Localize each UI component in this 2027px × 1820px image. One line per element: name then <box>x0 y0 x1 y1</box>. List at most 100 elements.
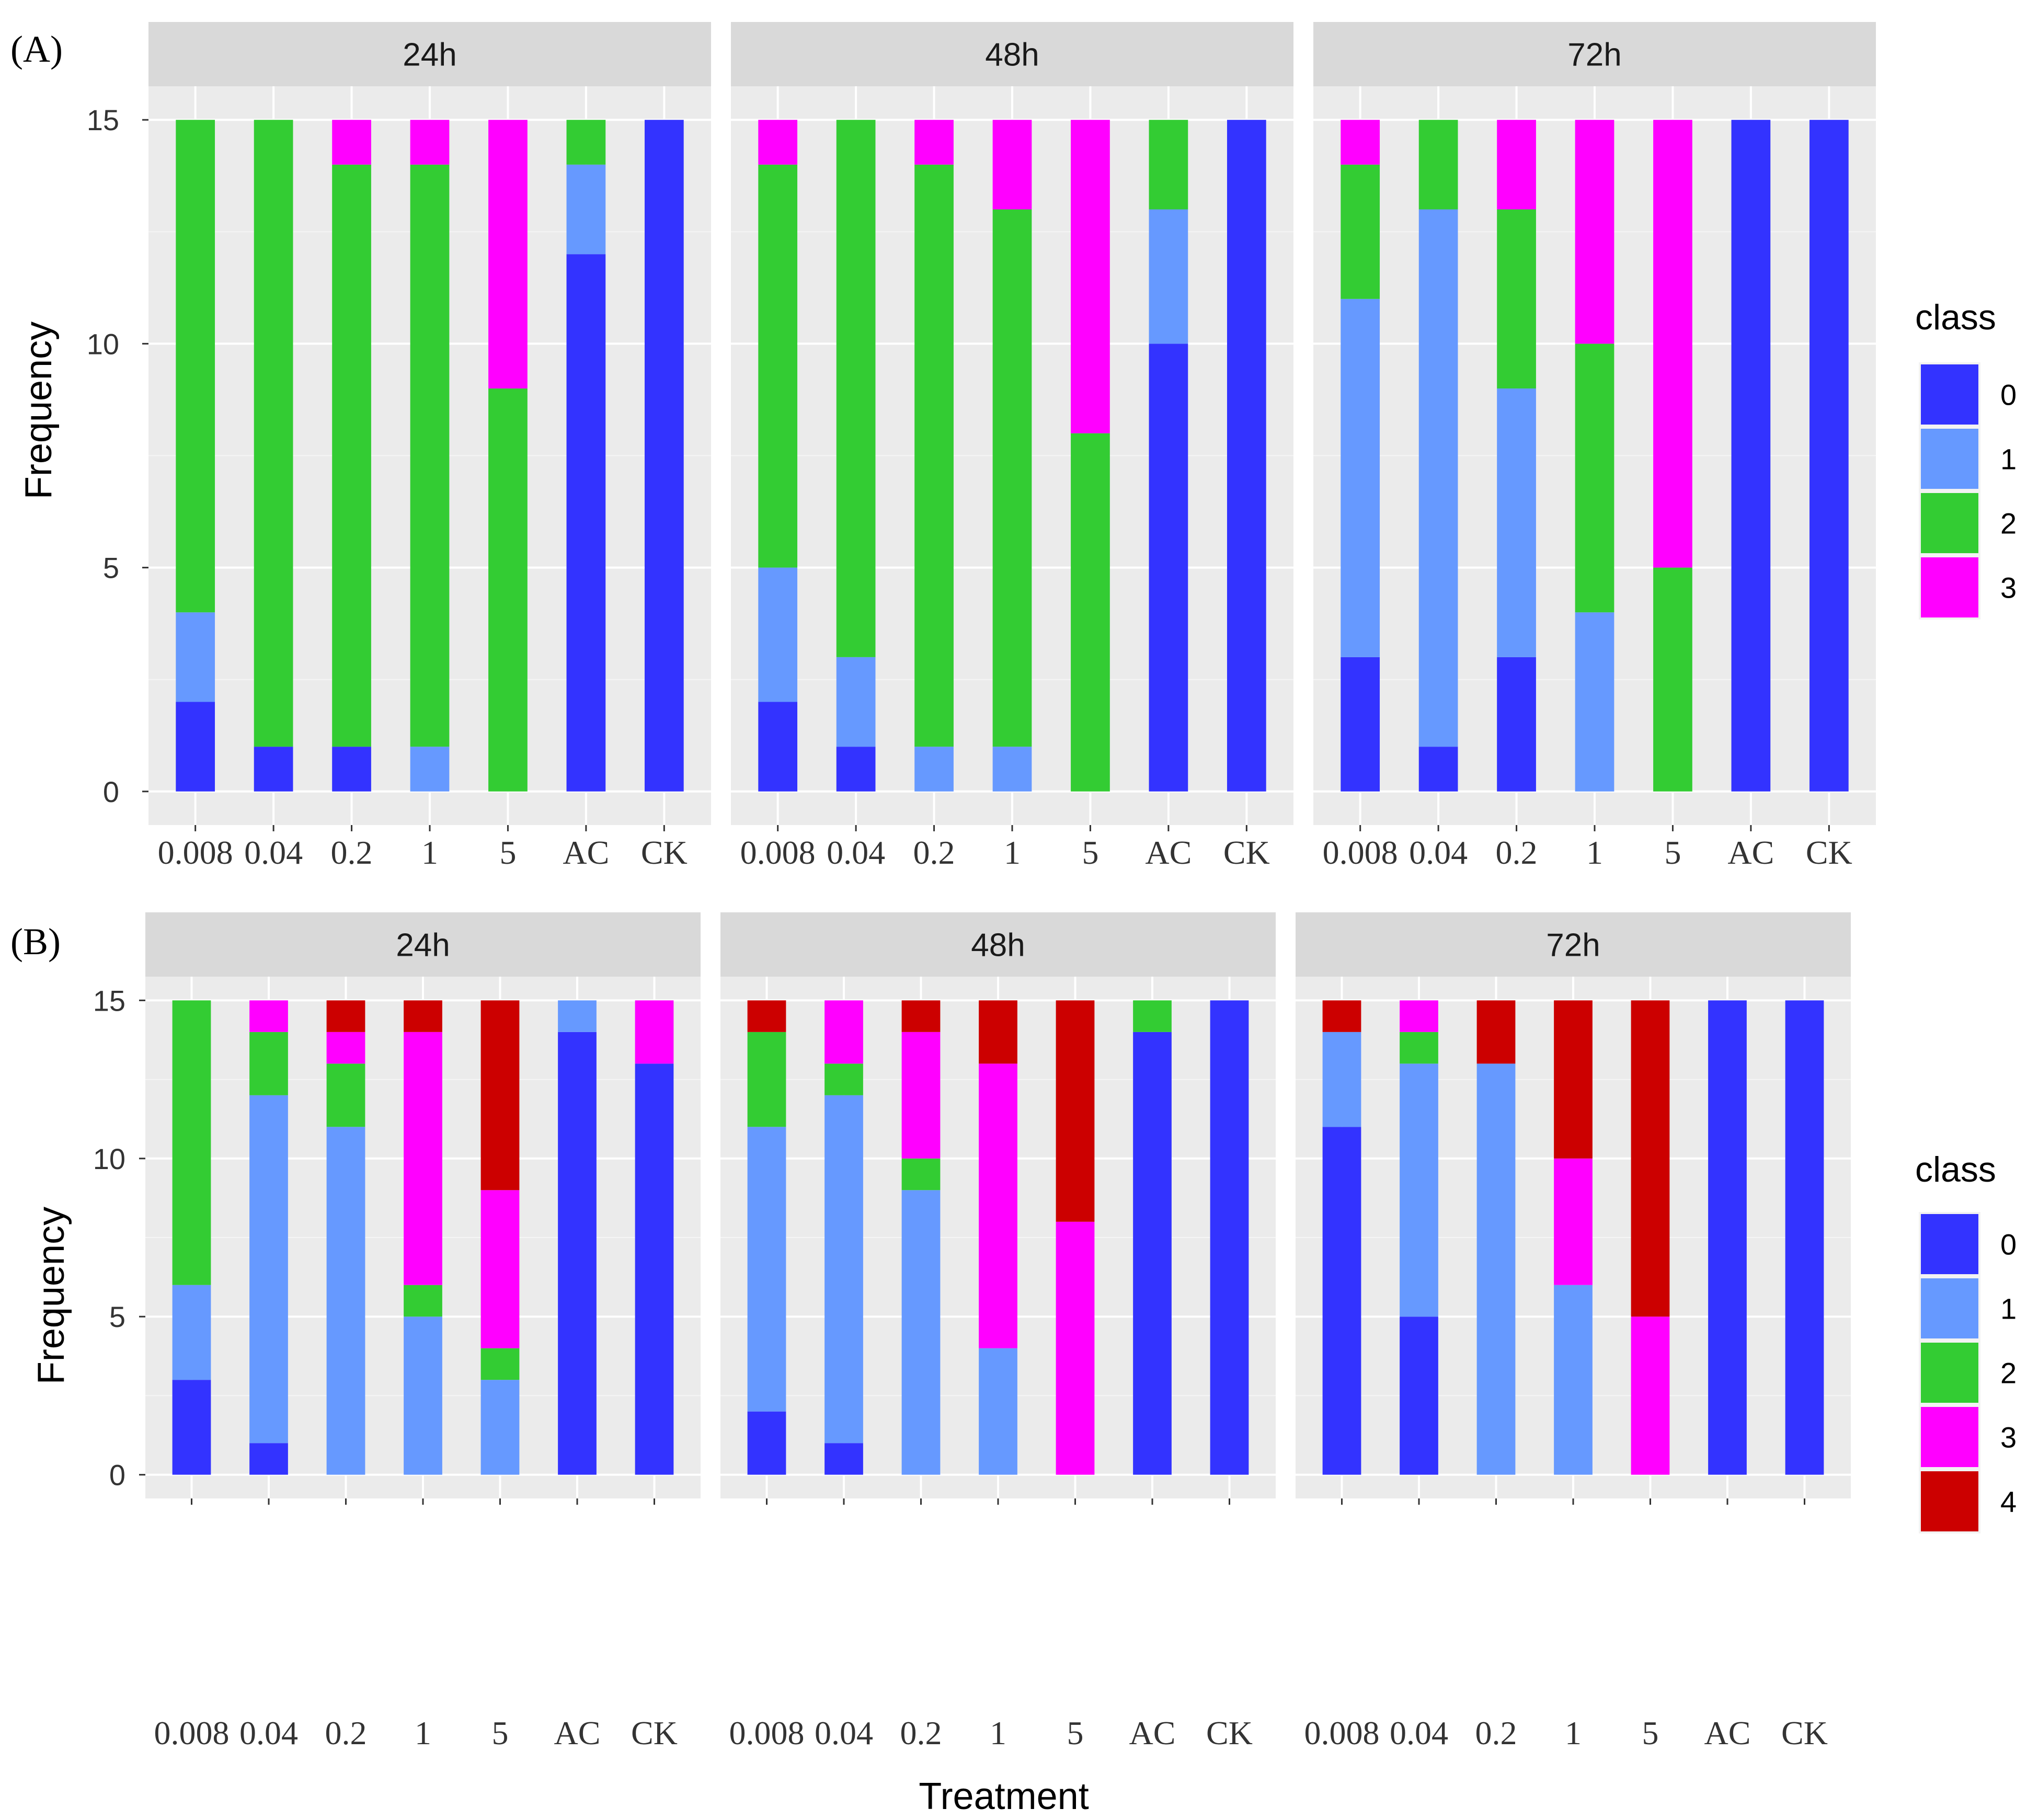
x-tick-label: 1 <box>415 1714 431 1752</box>
bar-segment-0.2-class-3 <box>332 120 371 165</box>
bar-segment-0.008-class-2 <box>172 1000 211 1285</box>
bar-segment-0.2-class-4 <box>326 1000 365 1032</box>
bar-segment-0.04-class-0 <box>249 1443 288 1475</box>
bar-segment-5-class-2 <box>488 388 528 792</box>
bar-segment-0.2-class-1 <box>1476 1063 1516 1475</box>
bar-segment-1-class-1 <box>1575 612 1614 792</box>
bar-segment-0.008-class-1 <box>758 567 798 702</box>
x-tick-label: 0.008 <box>154 1714 230 1752</box>
bar-segment-0.2-class-1 <box>914 747 954 792</box>
x-tick-label: 5 <box>1082 834 1098 871</box>
bar-segment-1-class-1 <box>1554 1285 1593 1475</box>
facet-strip-label: 72h <box>1546 928 1600 964</box>
bar-segment-1-class-2 <box>992 209 1032 747</box>
bar-segment-0.008-class-2 <box>747 1032 786 1127</box>
x-tick-label: 0.2 <box>900 1714 942 1752</box>
x-tick-label: 0.008 <box>1323 834 1398 871</box>
facet-strip <box>1313 22 1876 86</box>
facet-strip-label: 48h <box>985 37 1039 73</box>
bar-segment-0.04-class-0 <box>1400 1317 1438 1475</box>
bar-segment-0.04-class-0 <box>1418 747 1458 792</box>
bar-segment-5-class-2 <box>1071 433 1110 792</box>
x-tick-label: 0.008 <box>740 834 816 871</box>
facet-strip <box>731 22 1293 86</box>
bar-segment-0.2-class-3 <box>1497 120 1536 210</box>
bar-segment-1-class-3 <box>410 120 450 165</box>
bar-segment-5-class-3 <box>1056 1221 1095 1475</box>
bar-segment-0.008-class-0 <box>758 702 798 792</box>
bar-segment-0.2-class-0 <box>1497 657 1536 792</box>
facet-48h: 48h 0.008 0.04 0.2 1 5 AC CK <box>731 22 1293 871</box>
bar-segment-AC-class-0 <box>1731 120 1771 792</box>
bar-segment-AC-class-0 <box>1133 1032 1172 1475</box>
legend-swatch-class-0 <box>1921 1214 1978 1274</box>
bar-segment-0.04-class-1 <box>836 657 876 747</box>
legend-label-class-3: 3 <box>2000 1421 2017 1454</box>
bar-segment-0.008-class-1 <box>172 1285 211 1380</box>
bar-segment-AC-class-2 <box>1133 1000 1172 1032</box>
bar-segment-0.008-class-1 <box>176 612 215 702</box>
bar-segment-0.008-class-4 <box>747 1000 786 1032</box>
bar-segment-0.2-class-4 <box>901 1000 941 1032</box>
bar-segment-AC-class-2 <box>566 120 606 165</box>
legend-swatch-class-1 <box>1921 429 1978 489</box>
legend-title: class <box>1915 297 1996 337</box>
bar-segment-0.008-class-0 <box>1341 657 1380 792</box>
bar-segment-0.008-class-3 <box>1341 120 1380 165</box>
bar-segment-1-class-4 <box>1554 1000 1593 1159</box>
bar-segment-0.2-class-2 <box>901 1158 941 1191</box>
bar-segment-0.008-class-0 <box>1322 1127 1361 1475</box>
legend-label-class-2: 2 <box>2000 1357 2017 1390</box>
bar-segment-5-class-2 <box>480 1348 520 1380</box>
legend-swatch-class-2 <box>1921 1343 1978 1403</box>
bar-segment-1-class-3 <box>1575 120 1614 344</box>
bar-segment-0.04-class-2 <box>249 1032 288 1095</box>
bar-segment-1-class-4 <box>404 1000 442 1032</box>
facet-strip-label: 24h <box>403 37 456 73</box>
bar-segment-AC-class-1 <box>558 1000 597 1032</box>
legend-label-class-1: 1 <box>2000 1292 2017 1325</box>
x-tick-label: 0.04 <box>244 834 303 871</box>
bar-segment-0.04-class-1 <box>249 1095 288 1444</box>
bar-segment-1-class-1 <box>404 1317 442 1475</box>
bar-segment-0.04-class-0 <box>254 747 293 792</box>
legend-label-class-4: 4 <box>2000 1485 2017 1518</box>
bar-segment-1-class-2 <box>404 1285 442 1317</box>
bar-segment-0.2-class-4 <box>1476 1000 1516 1064</box>
x-tick-label: 5 <box>1664 834 1681 871</box>
y-tick-label: 15 <box>93 984 125 1017</box>
bar-segment-0.008-class-1 <box>1341 299 1380 657</box>
x-tick-label: 0.2 <box>913 834 955 871</box>
x-tick-label: 5 <box>1067 1714 1084 1752</box>
bar-segment-0.04-class-0 <box>824 1443 863 1475</box>
bar-segment-0.04-class-2 <box>1418 120 1458 210</box>
y-tick-label: 5 <box>103 552 119 585</box>
legend-label-class-3: 3 <box>2000 571 2017 604</box>
bar-segment-5-class-3 <box>1071 120 1110 433</box>
y-tick-label: 5 <box>109 1300 125 1333</box>
facet-48h: 48h 0.008 0.04 0.2 1 5 AC CK <box>720 912 1276 1752</box>
y-axis-title-a: Frequency <box>18 322 60 499</box>
bar-segment-5-class-1 <box>480 1380 520 1475</box>
bar-segment-0.04-class-2 <box>824 1063 863 1095</box>
y-tick-label: 0 <box>109 1459 125 1492</box>
x-tick-label: 1 <box>421 834 438 871</box>
bar-segment-1-class-3 <box>992 120 1032 210</box>
bar-segment-5-class-3 <box>488 120 528 389</box>
bar-segment-1-class-1 <box>410 747 450 792</box>
bar-segment-CK-class-3 <box>635 1000 674 1064</box>
bar-segment-1-class-4 <box>979 1000 1017 1064</box>
bar-segment-0.04-class-3 <box>1400 1000 1438 1032</box>
bar-segment-0.2-class-2 <box>914 164 954 747</box>
legend-swatch-class-3 <box>1921 557 1978 617</box>
legend-swatch-class-2 <box>1921 493 1978 553</box>
x-tick-label: 0.008 <box>158 834 233 871</box>
x-tick-label: 0.2 <box>331 834 373 871</box>
x-tick-label: CK <box>641 834 688 871</box>
bar-segment-AC-class-0 <box>566 254 606 792</box>
x-tick-label: 0.04 <box>239 1714 298 1752</box>
x-tick-label: 0.008 <box>729 1714 805 1752</box>
x-tick-label: CK <box>1206 1714 1253 1752</box>
x-tick-label: 0.008 <box>1304 1714 1380 1752</box>
